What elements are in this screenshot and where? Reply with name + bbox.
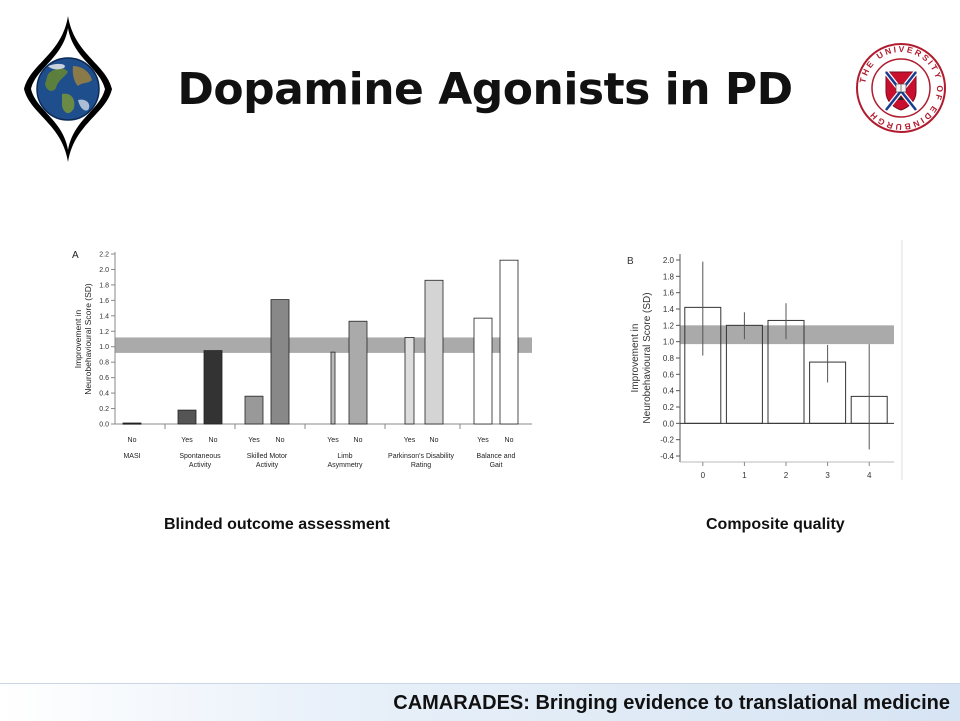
- bar: [424, 279, 444, 425]
- group-label: MASI: [123, 453, 140, 460]
- bar-sub-label: Yes: [404, 437, 416, 444]
- chart-a-caption: Blinded outcome assessment: [164, 516, 390, 533]
- x-tick-label: 1: [742, 471, 747, 480]
- y-tick-label: 0.2: [663, 403, 675, 412]
- y-tick-label: 2.0: [663, 256, 675, 265]
- bar: [203, 350, 223, 425]
- bar-sub-label: No: [354, 437, 363, 444]
- blinded-outcome-chart: 0.0 0.2 0.4 0.6 0.8 1.0 1.2 1.4 1.6 1.8 2.0 2.2 A Imp…: [72, 250, 532, 469]
- globe-logo: [18, 14, 118, 169]
- y-tick-label: 1.6: [99, 298, 109, 305]
- y-axis-label: Improvement in: [73, 309, 83, 368]
- y-tick-label: 0.4: [663, 387, 675, 396]
- bar: [348, 320, 368, 425]
- y-tick-label: 2.0: [99, 267, 109, 274]
- y-tick-label: 1.4: [99, 313, 109, 320]
- bar: [499, 259, 519, 425]
- y-tick-label: 0.6: [99, 375, 109, 382]
- y-tick-label: 1.8: [663, 272, 675, 281]
- bar-sub-label: No: [276, 437, 285, 444]
- group-label: Parkinson's Disability: [388, 453, 454, 460]
- y-tick-label: 1.4: [663, 305, 675, 314]
- y-tick-label: 0.4: [99, 391, 109, 398]
- x-tick-label: 3: [825, 471, 830, 480]
- bar: [473, 317, 493, 425]
- y-axis-label: Neurobehavioural Score (SD): [83, 283, 93, 395]
- bar: [177, 409, 197, 425]
- bar: [404, 337, 415, 425]
- confidence-band: [680, 325, 894, 345]
- group-label: Asymmetry: [328, 462, 364, 469]
- bar-sub-label: No: [128, 437, 137, 444]
- footer-bar: CAMARADES: Bringing evidence to translat…: [0, 683, 960, 721]
- bar-sub-label: Yes: [181, 437, 193, 444]
- group-label: Spontaneous: [179, 453, 221, 460]
- bar: [270, 299, 290, 425]
- group-label: Skilled Motor: [247, 453, 288, 460]
- y-tick-label: 1.0: [99, 344, 109, 351]
- bar-sub-label: Yes: [477, 437, 489, 444]
- y-tick-label: 1.8: [99, 282, 109, 289]
- bar-sub-label: No: [430, 437, 439, 444]
- confidence-band: [115, 337, 532, 353]
- x-tick-label: 4: [867, 471, 872, 480]
- panel-label: B: [627, 256, 634, 267]
- slide-title: Dopamine Agonists in PD: [177, 64, 793, 115]
- y-axis-label: Improvement in: [630, 324, 641, 393]
- y-tick-label: 0.6: [663, 370, 675, 379]
- group-label: Gait: [490, 462, 503, 469]
- group-label: Balance and: [477, 453, 516, 460]
- y-tick-label: 1.0: [663, 338, 675, 347]
- bar-sub-label: Yes: [327, 437, 339, 444]
- bar: [122, 422, 142, 425]
- plot-background: [612, 240, 902, 480]
- y-tick-label: -0.4: [660, 452, 674, 461]
- y-tick-label: 1.6: [663, 289, 675, 298]
- y-tick-label: 1.2: [99, 329, 109, 336]
- group-label: Activity: [189, 462, 212, 469]
- y-tick-label: 0.0: [663, 419, 675, 428]
- y-axis-label: Neurobehavioural Score (SD): [642, 292, 653, 423]
- y-tick-label: 2.2: [99, 252, 109, 259]
- y-tick-label: 0.0: [99, 422, 109, 429]
- bar: [330, 351, 336, 425]
- x-tick-label: 2: [784, 471, 789, 480]
- panel-label: A: [72, 250, 79, 261]
- x-tick-label: 0: [701, 471, 706, 480]
- chart-b-caption: Composite quality: [706, 516, 845, 533]
- bar-sub-label: No: [505, 437, 514, 444]
- y-tick-label: 0.8: [99, 360, 109, 367]
- y-tick-label: 0.8: [663, 354, 675, 363]
- y-tick-label: 0.2: [99, 406, 109, 413]
- group-label: Rating: [411, 462, 431, 469]
- bar-sub-label: Yes: [248, 437, 260, 444]
- bar-sub-label: No: [209, 437, 218, 444]
- footer-text: CAMARADES: Bringing evidence to translat…: [393, 692, 950, 714]
- group-label: Activity: [256, 462, 279, 469]
- composite-quality-chart: -0.4 -0.2 0.0 0.2 0.4 0.6 0.8 1.0 1.2 1.4 1.6 1.8 2.…: [612, 240, 903, 480]
- university-seal-logo: THE UNIVERSITY OF EDINBURGH: [855, 42, 947, 139]
- y-tick-label: 1.2: [663, 321, 675, 330]
- y-tick-label: -0.2: [660, 436, 674, 445]
- group-label: Limb: [337, 453, 352, 460]
- bar: [244, 395, 264, 425]
